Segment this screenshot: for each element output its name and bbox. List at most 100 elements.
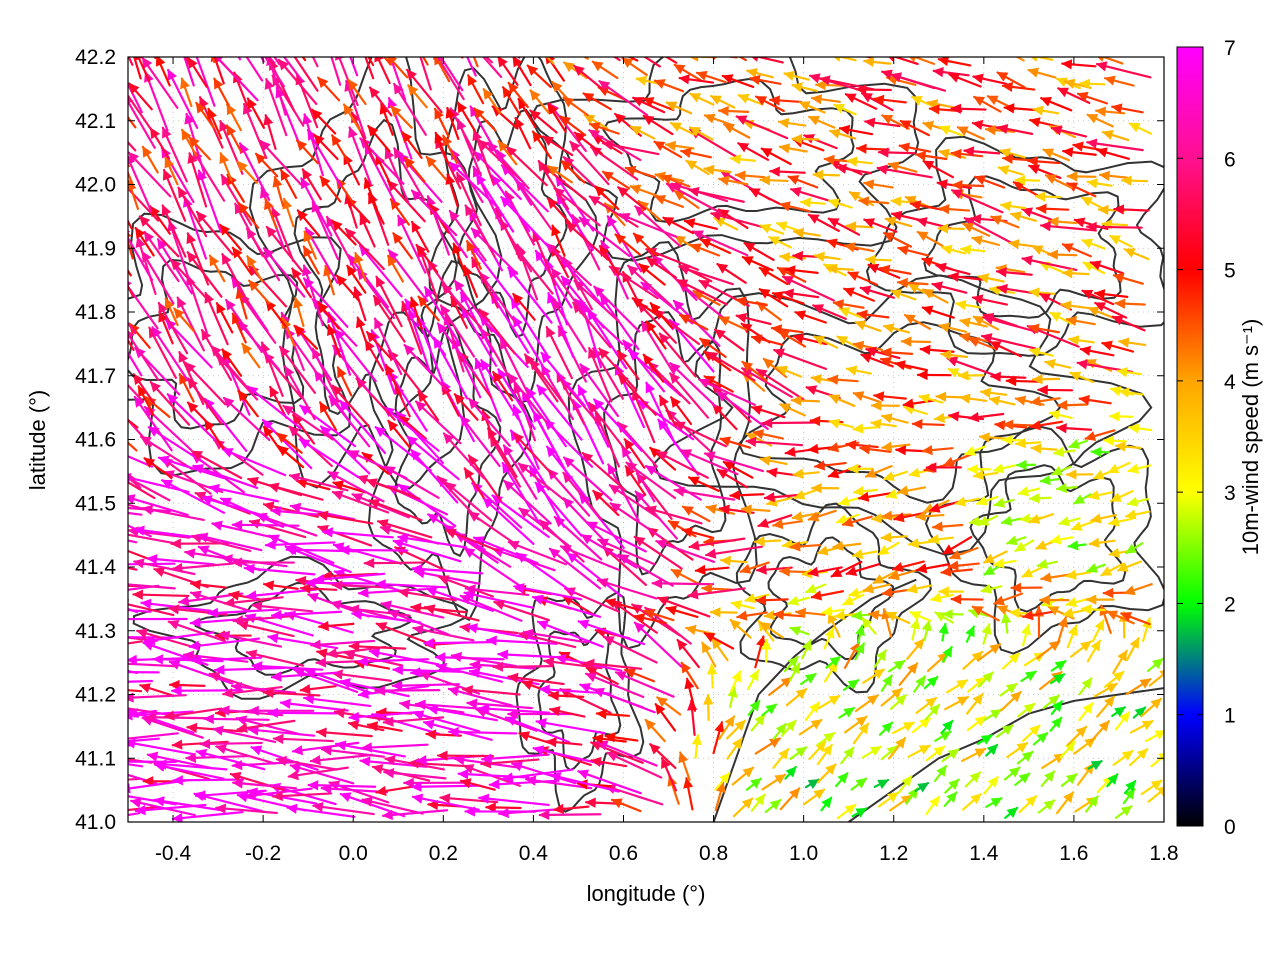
wind-arrow (482, 57, 503, 78)
wind-arrow (790, 395, 821, 406)
wind-arrow (219, 152, 233, 182)
wind-arrow (878, 791, 899, 808)
wind-arrow (542, 135, 574, 157)
wind-arrow (1103, 670, 1125, 688)
wind-arrow (906, 638, 925, 660)
wind-arrow (609, 502, 663, 539)
wind-arrow (163, 707, 223, 721)
wind-arrow (893, 511, 927, 523)
wind-arrow (779, 787, 801, 811)
wind-arrow (736, 610, 768, 621)
wind-arrow (357, 587, 427, 598)
wind-arrow (852, 722, 870, 745)
wind-arrow (794, 310, 827, 324)
wind-arrow (164, 297, 179, 327)
wind-arrow (847, 463, 874, 474)
wind-arrow (517, 57, 521, 59)
wind-arrow (474, 357, 502, 423)
wind-arrow (632, 232, 658, 257)
wind-arrow (897, 775, 913, 794)
wind-arrow (953, 42, 983, 54)
wind-arrow (128, 115, 137, 129)
wind-arrow (845, 365, 873, 376)
wind-arrow (287, 766, 349, 781)
wind-arrow (1113, 204, 1150, 215)
wind-arrow (883, 470, 909, 482)
wind-arrow (670, 568, 699, 585)
x-tick-label: 1.2 (879, 842, 908, 865)
wind-arrow (598, 347, 638, 392)
wind-arrow (352, 286, 367, 322)
wind-arrow (134, 226, 155, 257)
wind-arrow (710, 210, 767, 229)
wind-arrow (805, 583, 827, 594)
x-tick-label: 0.4 (519, 842, 549, 865)
wind-arrow (141, 145, 159, 174)
wind-arrow (816, 731, 836, 747)
wind-arrow (807, 213, 840, 232)
wind-arrow (1122, 787, 1136, 805)
wind-arrow (331, 669, 392, 682)
wind-arrow (282, 57, 304, 83)
wind-arrow (472, 129, 495, 186)
wind-arrow (762, 357, 788, 379)
wind-arrow (538, 809, 602, 821)
wind-arrow (940, 566, 973, 577)
wind-arrow (246, 97, 265, 129)
wind-arrow (977, 273, 1005, 284)
y-tick-label: 42.1 (75, 110, 116, 133)
wind-arrow (780, 719, 797, 737)
wind-arrow (680, 147, 712, 159)
wind-arrow (271, 206, 295, 263)
wind-arrow (807, 566, 843, 577)
wind-arrow (264, 539, 336, 550)
wind-arrow (128, 383, 145, 403)
wind-arrow (562, 96, 589, 117)
wind-arrow (259, 139, 303, 186)
wind-arrow (772, 518, 804, 530)
wind-arrow (225, 298, 263, 353)
wind-arrow (835, 513, 860, 525)
wind-arrow (128, 640, 143, 645)
wind-arrow (972, 73, 1008, 85)
wind-arrow (128, 584, 142, 588)
wind-arrow (669, 372, 710, 419)
wind-arrow (452, 242, 467, 276)
wind-arrow (128, 97, 156, 149)
wind-arrow (1012, 181, 1043, 199)
wind-arrow (740, 504, 771, 515)
wind-arrow (535, 35, 564, 52)
wind-arrow (366, 721, 403, 732)
wind-arrow (1066, 182, 1097, 198)
wind-arrow (1104, 75, 1135, 87)
wind-arrow (656, 450, 709, 479)
wind-arrow (167, 68, 199, 129)
wind-arrow (1036, 558, 1059, 569)
wind-arrow (688, 186, 745, 203)
wind-arrow (230, 681, 297, 694)
wind-arrow (128, 607, 139, 614)
wind-arrow (549, 706, 586, 718)
wind-arrow (153, 57, 157, 60)
wind-arrow (1112, 749, 1134, 767)
wind-arrow (881, 114, 910, 130)
wind-arrow (361, 742, 429, 753)
wind-arrow (529, 358, 566, 407)
wind-arrow (315, 25, 332, 51)
wind-arrow (1061, 59, 1097, 70)
wind-arrow (881, 441, 911, 452)
wind-arrow (859, 285, 896, 299)
wind-arrow (673, 486, 736, 501)
wind-arrow (461, 685, 521, 696)
wind-arrow (688, 537, 746, 551)
wind-arrow (812, 304, 847, 321)
wind-arrow (295, 478, 331, 491)
wind-arrow (1086, 138, 1144, 152)
wind-arrow (664, 140, 695, 151)
wind-arrow (630, 125, 656, 140)
wind-arrow (664, 57, 678, 64)
wind-arrow (755, 95, 785, 113)
wind-arrow (229, 771, 286, 792)
wind-arrow (325, 215, 357, 272)
wind-arrow (864, 254, 893, 265)
